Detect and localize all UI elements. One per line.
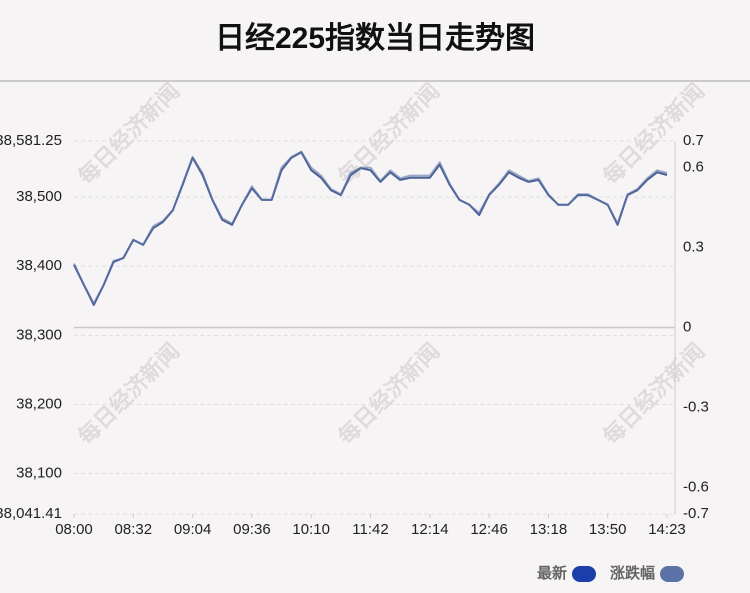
- y2-tick-label: -0.6: [683, 478, 709, 495]
- x-tick-label: 09:36: [233, 521, 271, 538]
- legend-swatch: [571, 566, 596, 582]
- y2-tick-label: 0.7: [683, 132, 704, 149]
- y-tick-label: 38,500: [16, 188, 62, 205]
- y-tick-label: 38,581.25: [0, 132, 62, 149]
- y-tick-label: 38,300: [16, 326, 62, 343]
- legend-label: 最新: [537, 564, 567, 582]
- y2-tick-label: -0.3: [683, 398, 709, 415]
- x-tick-label: 12:14: [411, 521, 449, 538]
- x-tick-label: 08:00: [55, 521, 93, 538]
- chart-title: 日经225指数当日走势图: [215, 21, 535, 55]
- y-tick-label: 38,400: [16, 257, 62, 274]
- y-tick-label: 38,200: [16, 395, 62, 412]
- y2-tick-label: 0.6: [683, 159, 704, 176]
- x-tick-label: 12:46: [470, 521, 508, 538]
- y2-tick-label: 0.3: [683, 239, 704, 256]
- x-tick-label: 10:10: [292, 521, 330, 538]
- y2-tick-label: -0.7: [683, 505, 709, 522]
- x-tick-label: 08:32: [115, 521, 153, 538]
- x-tick-label: 09:04: [174, 521, 212, 538]
- x-tick-label: 14:23: [648, 521, 686, 538]
- x-tick-label: 13:18: [530, 521, 568, 538]
- legend-label: 涨跌幅: [610, 564, 655, 582]
- legend-swatch: [660, 566, 684, 582]
- y-tick-label: 38,041.41: [0, 505, 62, 522]
- x-tick-label: 13:50: [589, 521, 627, 538]
- series-line: [73, 150, 668, 305]
- y-tick-label: 38,100: [16, 464, 62, 481]
- x-tick-label: 11:42: [352, 521, 388, 538]
- y2-tick-label: 0: [683, 318, 691, 335]
